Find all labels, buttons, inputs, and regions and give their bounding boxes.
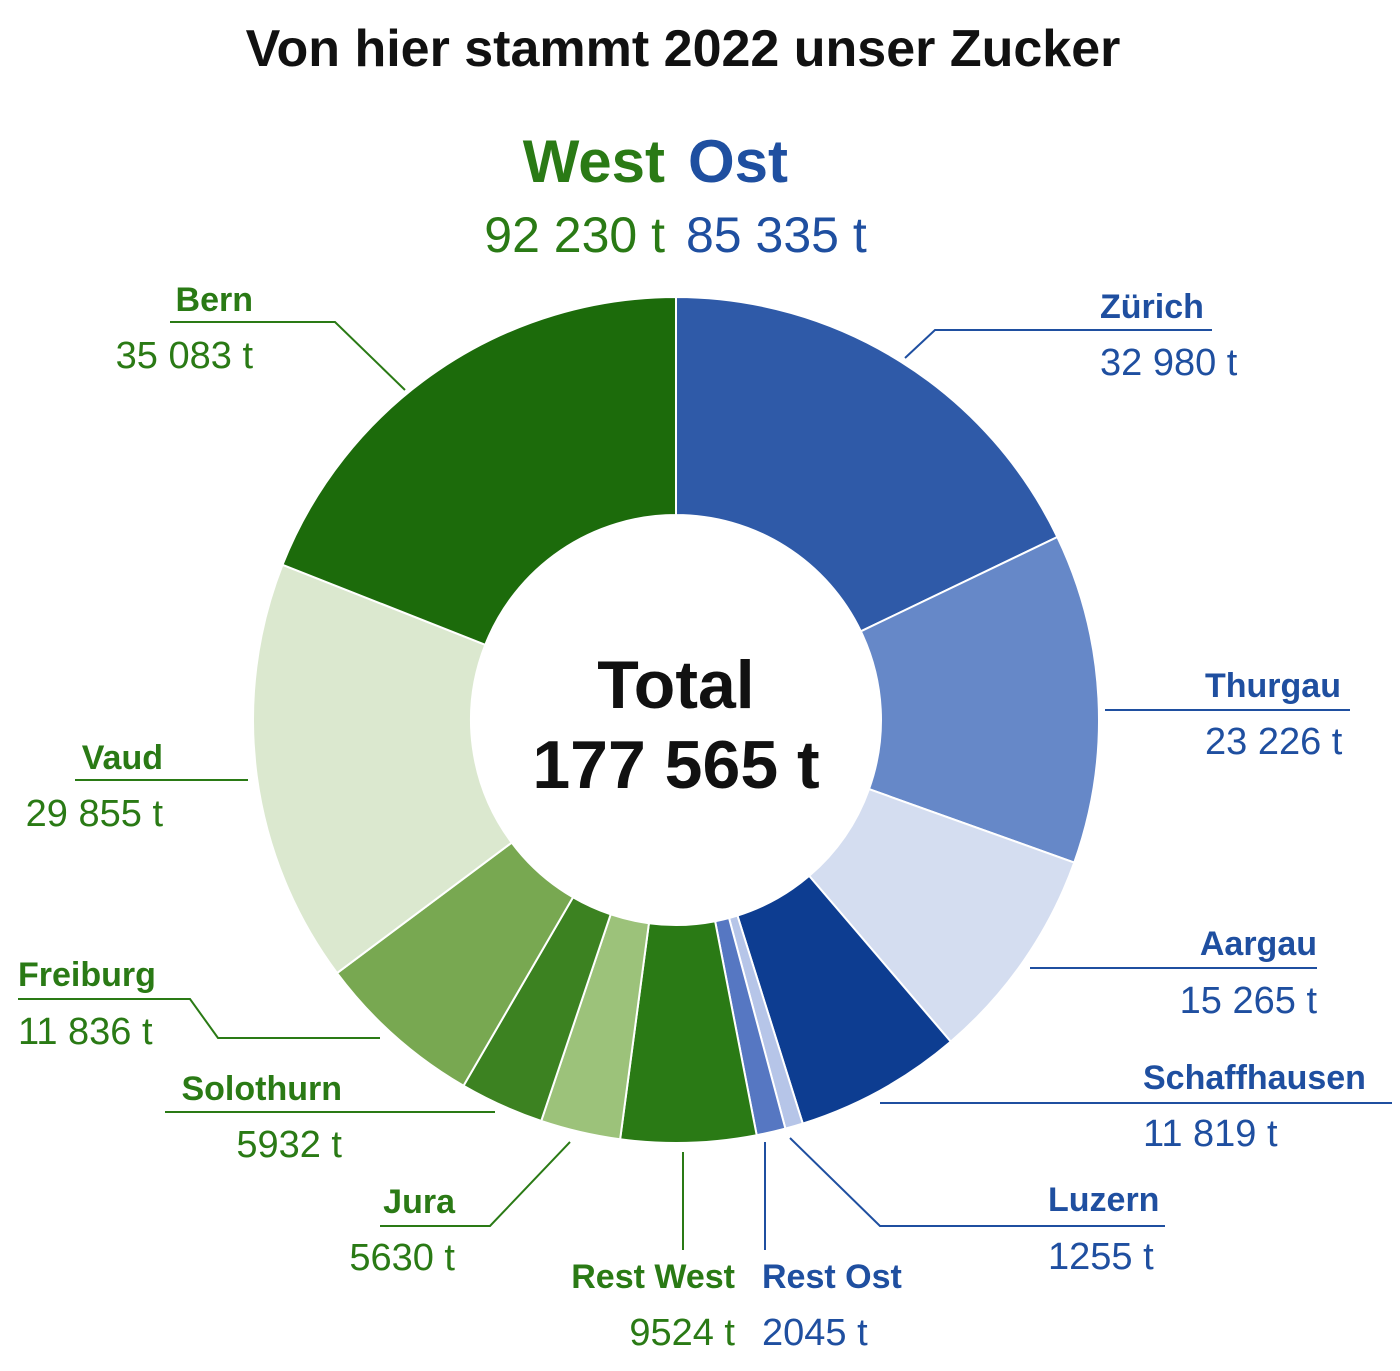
slice-value: 5630 t bbox=[349, 1237, 455, 1279]
donut bbox=[252, 295, 1100, 1144]
center-total: 177 565 t bbox=[532, 727, 819, 803]
slice-label: Thurgau bbox=[1205, 667, 1341, 705]
donut-slice bbox=[252, 563, 514, 975]
leader-line bbox=[904, 329, 1212, 359]
slice-label: Aargau bbox=[1200, 925, 1317, 963]
slice-value: 29 855 t bbox=[26, 793, 164, 835]
donut-slice bbox=[675, 295, 1059, 633]
leader-line bbox=[380, 1141, 571, 1227]
slice-value: 2045 t bbox=[762, 1312, 868, 1354]
center-title: Total bbox=[597, 647, 754, 723]
group-total: 85 335 t bbox=[686, 207, 867, 263]
slice-value: 5932 t bbox=[236, 1124, 342, 1166]
donut-slice bbox=[281, 295, 677, 647]
chart-title: Von hier stammt 2022 unser Zucker bbox=[246, 20, 1121, 78]
slice-label: Rest Ost bbox=[762, 1258, 902, 1296]
slice-value: 15 265 t bbox=[1180, 980, 1318, 1022]
leader-line bbox=[789, 1137, 1165, 1227]
slice-label: Vaud bbox=[82, 739, 163, 777]
slice-label: Luzern bbox=[1048, 1181, 1159, 1219]
group-name: West bbox=[523, 128, 665, 195]
slice-label: Jura bbox=[383, 1183, 456, 1221]
slice-label: Rest West bbox=[571, 1258, 735, 1296]
leader-line bbox=[18, 998, 380, 1039]
slice-label: Solothurn bbox=[181, 1070, 342, 1108]
slice-label: Freiburg bbox=[18, 956, 156, 994]
slice-value: 35 083 t bbox=[116, 335, 254, 377]
donut-slice bbox=[859, 535, 1100, 864]
slice-value: 32 980 t bbox=[1100, 342, 1238, 384]
slice-label: Bern bbox=[176, 281, 253, 319]
slice-label: Schaffhausen bbox=[1143, 1059, 1366, 1097]
slice-label: Zürich bbox=[1100, 288, 1204, 326]
group-name: Ost bbox=[688, 128, 788, 195]
leader-line bbox=[170, 321, 406, 391]
slice-value: 11 836 t bbox=[18, 1011, 153, 1053]
group-total: 92 230 t bbox=[484, 207, 665, 263]
slice-value: 11 819 t bbox=[1143, 1113, 1278, 1155]
slice-value: 1255 t bbox=[1048, 1236, 1154, 1278]
slice-value: 23 226 t bbox=[1205, 721, 1343, 763]
slice-value: 9524 t bbox=[629, 1312, 735, 1354]
